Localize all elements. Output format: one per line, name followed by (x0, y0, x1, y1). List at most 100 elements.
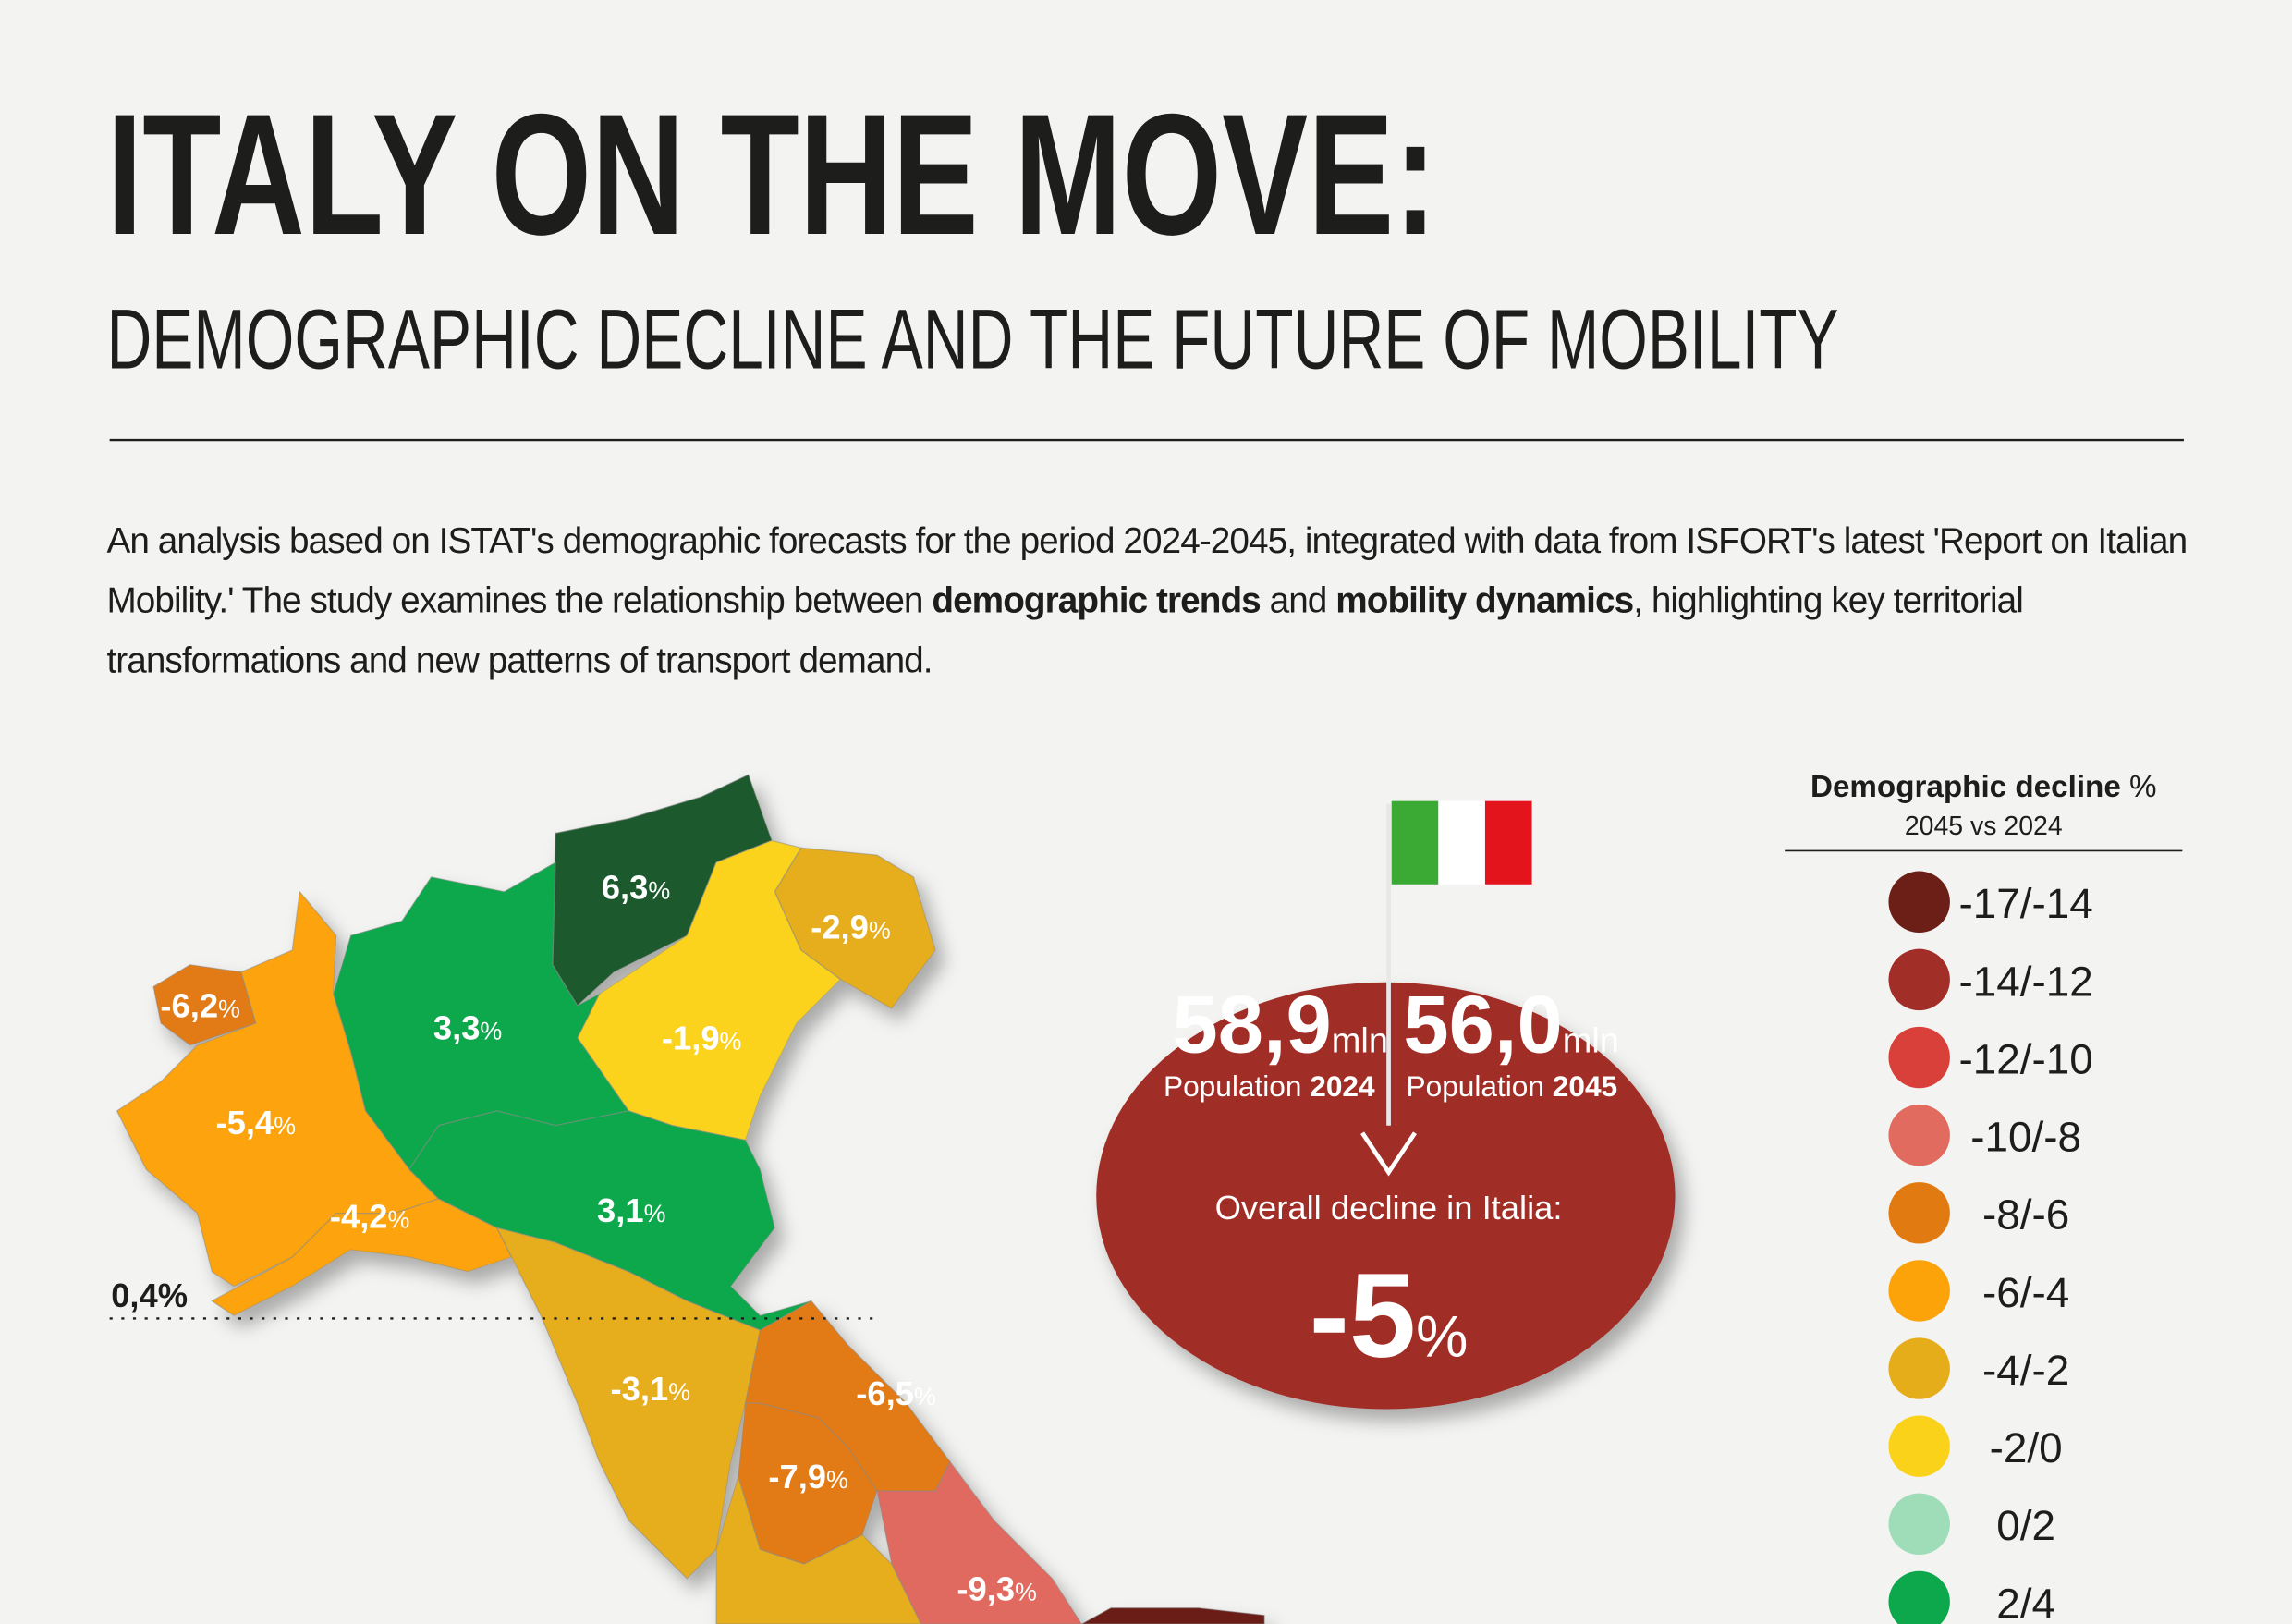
population-value: 56,0 (1403, 979, 1562, 1070)
region-label: -9,3% (957, 1570, 1037, 1608)
legend-label: 0/2 (1996, 1501, 2055, 1549)
legend: Demographic decline % 2045 vs 2024 -17/-… (1785, 770, 2183, 1624)
region-value: -6,5 (856, 1374, 914, 1412)
legend-swatch (1888, 1104, 1950, 1166)
region-unit: % (869, 916, 891, 944)
region-value: -6,2 (160, 987, 218, 1025)
region-value: 3,3 (433, 1008, 481, 1046)
region (1081, 1606, 1265, 1624)
summary: 58,9mln Population 2024 56,0mln Populati… (1096, 800, 1676, 1410)
legend-swatch (1888, 1260, 1950, 1322)
region-unit: % (668, 1378, 690, 1406)
caption: Population (1407, 1069, 1544, 1103)
region-value: 3,1 (597, 1191, 644, 1229)
arrow (1360, 1131, 1417, 1177)
legend-label: -6/-4 (1982, 1268, 2069, 1316)
legend-swatch (1888, 1337, 1950, 1399)
legend-label: -4/-2 (1982, 1346, 2069, 1394)
region-label: -3,1% (611, 1370, 691, 1408)
legend-title-text: Demographic decline (1810, 770, 2121, 804)
legend-swatch (1888, 1493, 1950, 1556)
intro-text: , highlighting key territorial transform… (106, 581, 2023, 681)
legend-subtitle: 2045 vs 2024 (1905, 812, 2063, 841)
legend-label: 2/4 (1996, 1579, 2055, 1624)
decline-figure: -5% (1310, 1250, 1469, 1383)
decline-unit: % (1416, 1305, 1468, 1370)
map-labels: 6,3% -2,9% -1,9% 3,3% -6,2% -5,4% -4,2% … (160, 869, 1037, 1608)
legend-swatch (1888, 1570, 1950, 1624)
region-unit: % (826, 1466, 848, 1494)
region-unit: % (914, 1383, 936, 1410)
region-value: 6,3 (602, 869, 649, 907)
legend-label: -2/0 (1990, 1423, 2063, 1471)
flag-white (1438, 800, 1485, 885)
region-value: -2,9 (811, 908, 869, 946)
region-value: -3,1 (611, 1370, 669, 1408)
region-unit: % (480, 1017, 502, 1044)
decline-value: -5 (1310, 1250, 1416, 1383)
legend-swatch (1888, 1026, 1950, 1089)
region-unit: % (1015, 1579, 1037, 1606)
legend-swatch (1888, 1415, 1950, 1477)
legend-label: -17/-14 (1958, 879, 2092, 927)
region-unit: % (644, 1200, 666, 1227)
region-value: -7,9 (768, 1458, 826, 1496)
region-label: 3,3% (433, 1008, 502, 1046)
population-unit: mln (1332, 1022, 1388, 1061)
year: 2024 (1310, 1069, 1375, 1103)
legend-label: -12/-10 (1958, 1034, 2092, 1082)
caption: Population (1164, 1069, 1301, 1103)
subtitle: DEMOGRAPHIC DECLINE AND THE FUTURE OF MO… (106, 293, 1838, 387)
legend-label: -8/-6 (1982, 1191, 2069, 1239)
intro-text: and (1260, 581, 1336, 622)
population-2024: 58,9mln (1172, 979, 1387, 1070)
legend-swatch (1888, 948, 1950, 1011)
region-label: 6,3% (602, 869, 670, 907)
legend-swatch (1888, 871, 1950, 933)
region (715, 1474, 922, 1624)
intro-emphasis: demographic trends (932, 581, 1261, 622)
legend-label: -14/-12 (1958, 957, 2092, 1005)
title: ITALY ON THE MOVE: (106, 78, 1436, 271)
region-label: 3,1% (597, 1191, 665, 1229)
region-label: -7,9% (768, 1458, 848, 1496)
region-label: -6,2% (160, 987, 240, 1025)
year: 2045 (1553, 1069, 1617, 1103)
region-label: -6,5% (856, 1374, 936, 1412)
legend-title: Demographic decline % (1810, 770, 2157, 804)
population-value: 58,9 (1172, 979, 1331, 1070)
summary-disc (1096, 982, 1676, 1410)
region-label: -1,9% (662, 1019, 742, 1056)
intro-emphasis: mobility dynamics (1335, 581, 1634, 622)
region (577, 839, 842, 1142)
population-caption: Population 2045 (1407, 1069, 1618, 1103)
intro-text: An analysis based on ISTAT's demographic… (106, 521, 2188, 622)
legend-label: -10/-8 (1970, 1113, 2081, 1161)
region-value: -4,2 (330, 1197, 388, 1235)
region-unit: % (218, 995, 240, 1023)
legend-swatch (1888, 1182, 1950, 1244)
region-unit: % (274, 1112, 296, 1140)
region-label: -4,2% (330, 1197, 410, 1235)
population-2045: 56,0mln (1403, 979, 1618, 1070)
region (116, 890, 440, 1288)
map-annotation: 0,4% (111, 1276, 188, 1314)
region-unit: % (388, 1205, 410, 1233)
region-label: -5,4% (216, 1104, 297, 1142)
map (116, 774, 1265, 1624)
population-caption: Population 2024 (1164, 1069, 1375, 1103)
legend-title-unit: % (2129, 770, 2157, 804)
flag-red (1484, 800, 1532, 885)
region-value: -9,3 (957, 1570, 1015, 1608)
region-value: -1,9 (662, 1019, 720, 1056)
region-value: -5,4 (216, 1104, 274, 1142)
region-unit: % (720, 1027, 742, 1055)
flag-green (1391, 800, 1439, 885)
region-unit: % (648, 877, 670, 905)
decline-label: Overall decline in Italia: (1215, 1189, 1563, 1227)
intro: An analysis based on ISTAT's demographic… (106, 512, 2212, 692)
region-label: -2,9% (811, 908, 891, 946)
